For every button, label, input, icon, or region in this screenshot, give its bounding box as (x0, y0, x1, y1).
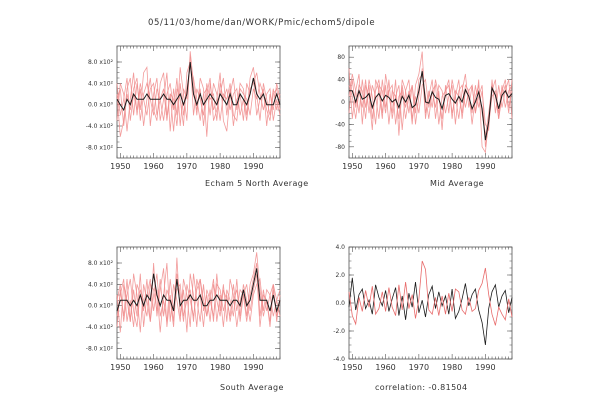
x-tick-label: 1990 (475, 363, 495, 372)
x-tick-label: 1990 (243, 363, 263, 372)
series-line-4 (116, 67, 281, 127)
y-tick-label: -80 (335, 144, 345, 151)
x-tick-label: 1950 (342, 162, 362, 171)
y-tick-label: -40 (335, 121, 345, 128)
x-tick-label: 1990 (475, 162, 495, 171)
y-tick-label: 0.0 x10⁰ (88, 303, 114, 310)
x-tick-label: 1970 (409, 162, 429, 171)
x-tick-label: 1970 (409, 363, 429, 372)
y-tick-label: 4.0 (335, 244, 345, 251)
y-tick-label: 80 (337, 54, 345, 61)
y-tick-label: -2.0 (333, 328, 345, 335)
chart-panel-3: 8.0 x10² 4.0 x10² 0.0 x10⁰ -4.0 x10² -8.0 x1… (86, 246, 284, 392)
y-tick-label: 0.0 (335, 300, 345, 307)
x-tick-label: 1960 (375, 363, 395, 372)
panel-caption: Echam 5 North Average (205, 179, 309, 188)
y-tick-label: 8.0 x10² (88, 59, 114, 66)
x-tick-label: 1990 (243, 162, 263, 171)
x-tick-label: 1960 (143, 162, 163, 171)
ensemble-mean-line (349, 71, 513, 141)
chart-panel-2: 80 40 0 -40 -80 1950 1960 1970 1980 1990 Mid Avera… (335, 45, 513, 188)
series-line-3 (116, 273, 281, 328)
y-tick-label: 0 (341, 99, 345, 106)
page-title: 05/11/03/home/dan/WORK/Pmic/echom5/dipol… (148, 18, 376, 28)
series-line-2 (116, 262, 281, 333)
chart-panel-1: 8.0 x10² 4.0 x10² 0.0 x10⁰ -4.0 x10² -8.0 x1… (86, 45, 309, 188)
x-tick-label: 1950 (110, 162, 130, 171)
y-tick-label: -8.0 x10² (86, 345, 114, 352)
y-tick-label: -4.0 x10² (86, 324, 114, 331)
x-tick-label: 1960 (143, 363, 163, 372)
y-tick-label: 8.0 x10² (88, 260, 114, 267)
x-tick-label: 1970 (177, 162, 197, 171)
y-tick-label: -8.0 x10² (86, 144, 114, 151)
x-tick-label: 1970 (177, 363, 197, 372)
x-tick-label: 1980 (442, 162, 462, 171)
y-tick-label: 40 (337, 77, 345, 84)
series-line-3 (116, 56, 281, 127)
series-line-1 (348, 51, 513, 154)
y-tick-label: 4.0 x10² (88, 80, 114, 87)
x-tick-label: 1950 (342, 363, 362, 372)
panel-caption: Mid Average (430, 179, 484, 188)
x-tick-label: 1950 (110, 363, 130, 372)
series-line-2 (348, 260, 513, 326)
ensemble-mean-line (116, 61, 281, 112)
panel-caption: correlation: -0.81504 (375, 383, 468, 392)
y-tick-label: 2.0 (335, 272, 345, 279)
x-tick-label: 1960 (375, 162, 395, 171)
panel-caption: South Average (220, 383, 284, 392)
y-tick-label: -4.0 x10² (86, 123, 114, 130)
x-tick-label: 1980 (210, 363, 230, 372)
ensemble-mean-line (116, 268, 281, 313)
plot-frame (116, 246, 281, 360)
plot-frame (116, 45, 281, 159)
y-tick-label: 4.0 x10² (88, 281, 114, 288)
series-line-1 (116, 51, 281, 137)
y-tick-label: -4.0 (333, 356, 345, 363)
x-tick-label: 1980 (442, 363, 462, 372)
series-line-1 (348, 277, 513, 346)
series-line-1 (116, 252, 281, 333)
x-tick-label: 1980 (210, 162, 230, 171)
y-tick-label: 0.0 x10⁰ (88, 102, 114, 109)
